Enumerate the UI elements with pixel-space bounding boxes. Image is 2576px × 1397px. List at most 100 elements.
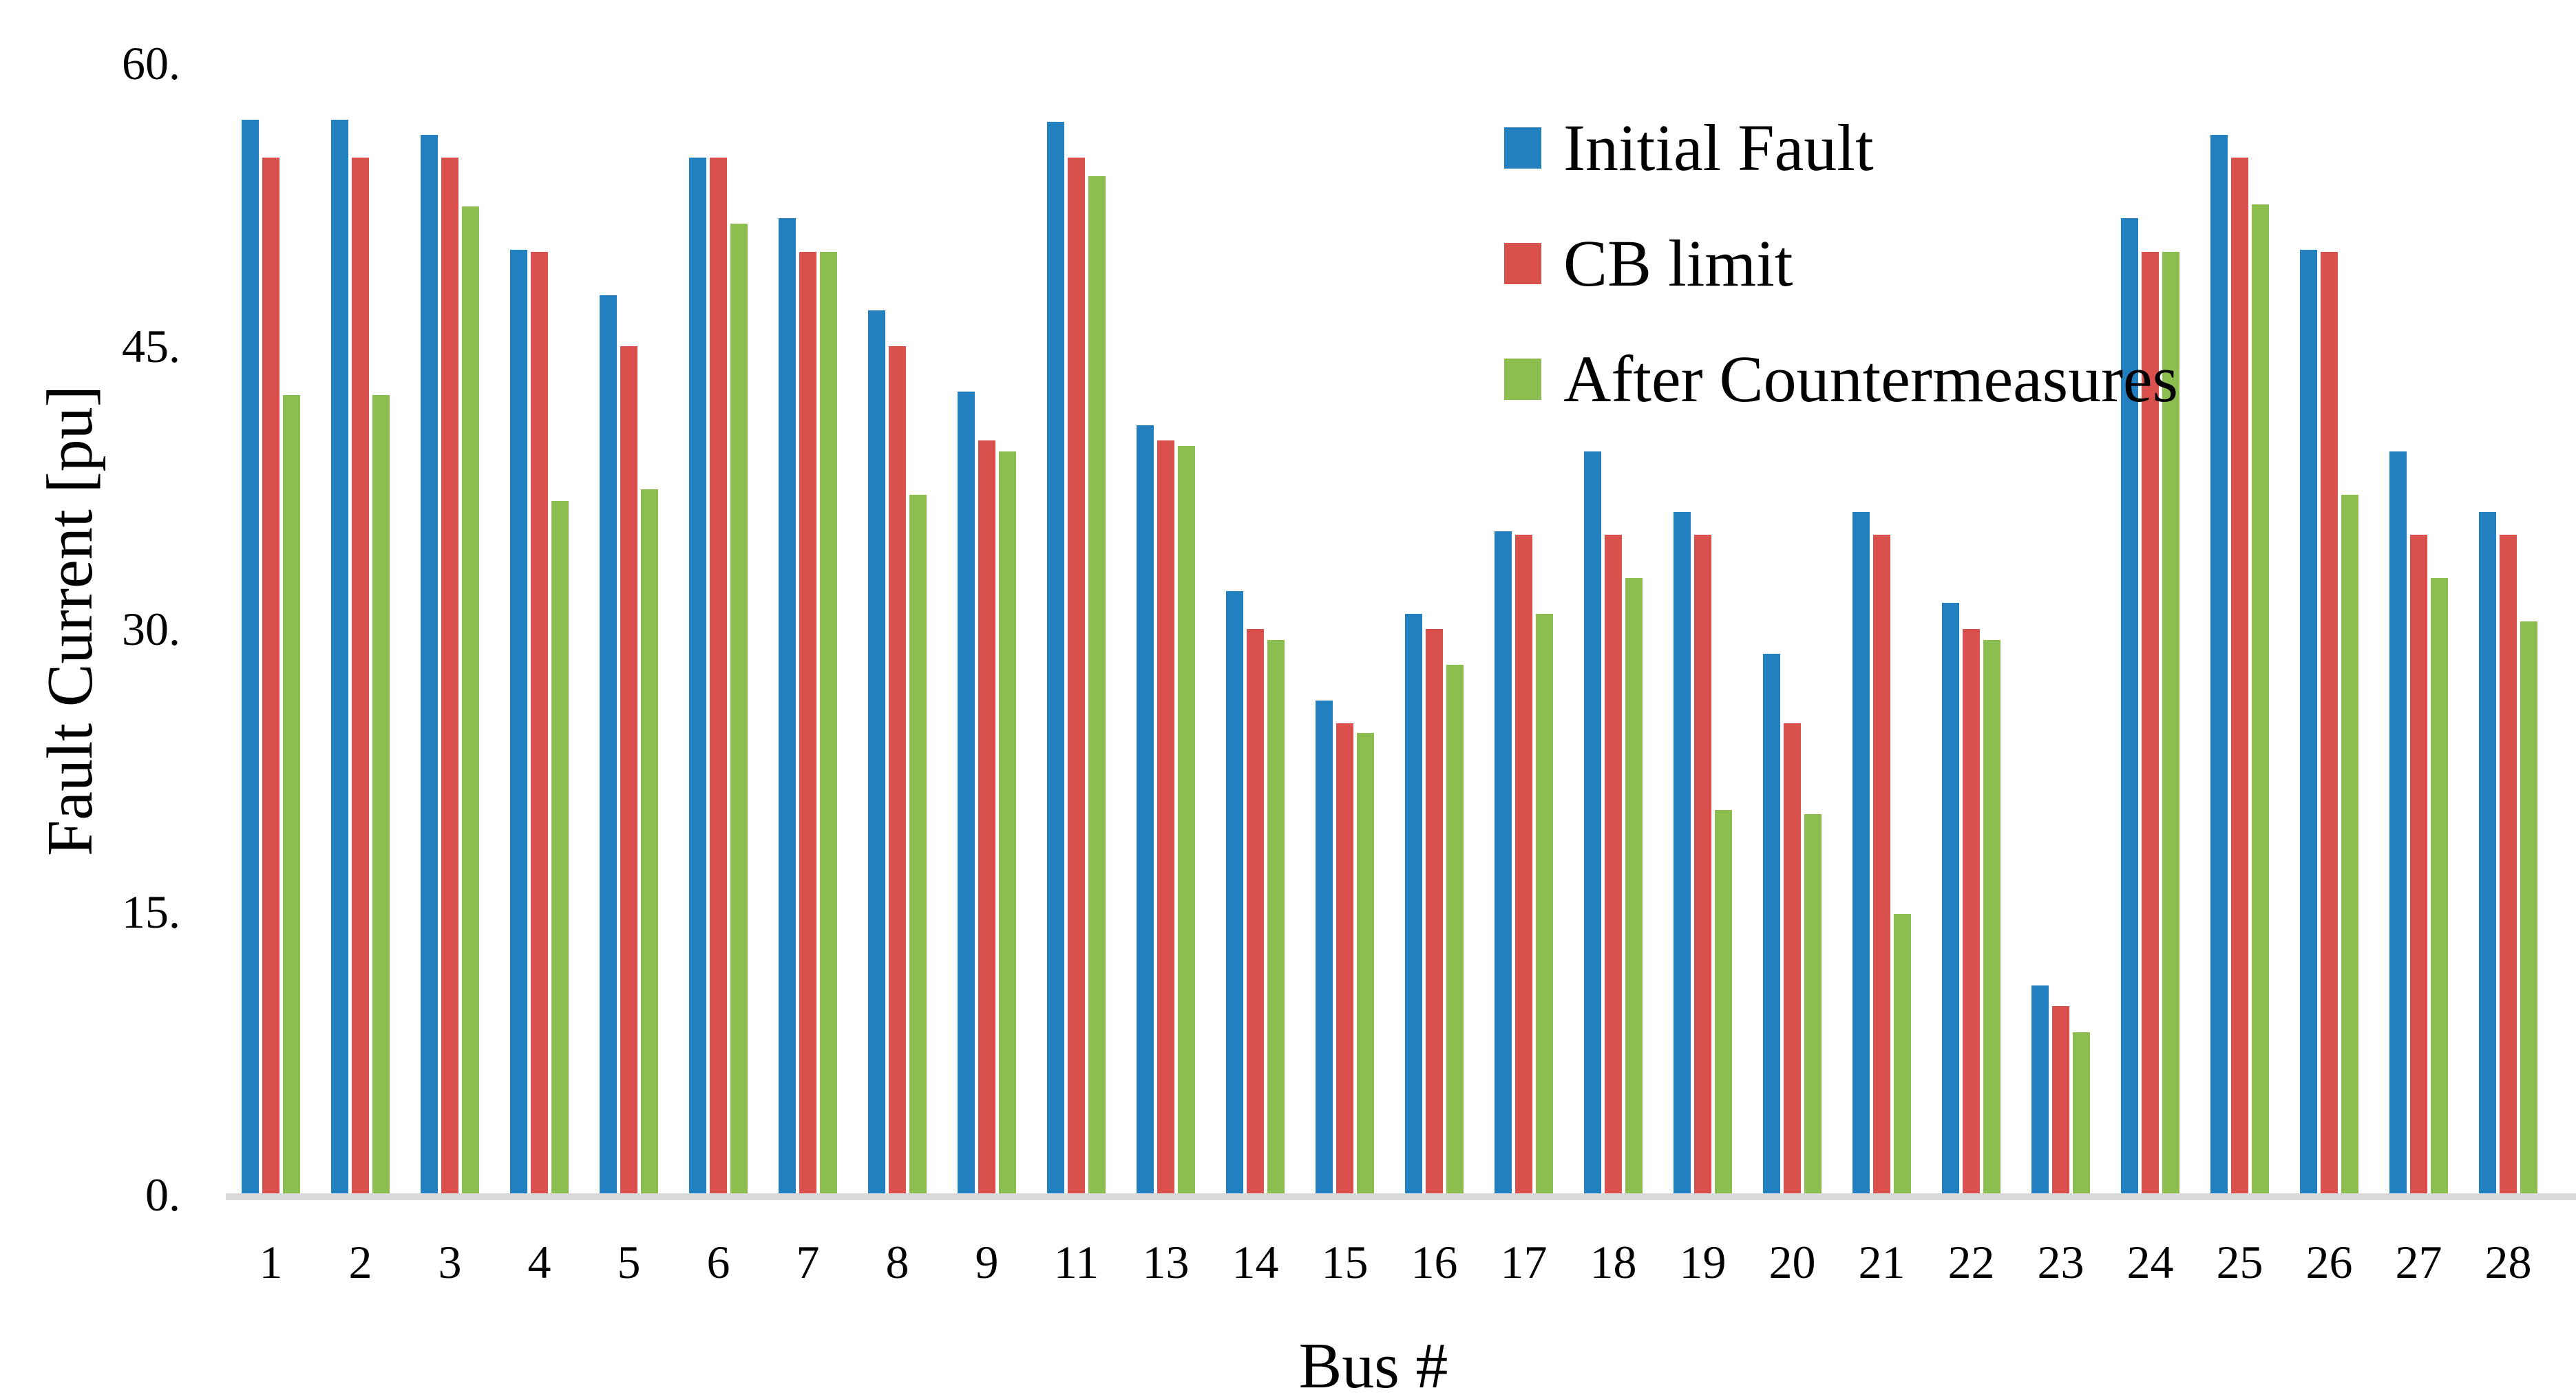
y-tick-label: 15. [122,886,180,938]
bar-after-countermeasures-bus-23 [2073,1032,2090,1195]
bar-cb-limit-bus-2 [352,158,369,1195]
bar-initial-fault-bus-17 [1495,531,1512,1195]
bar-initial-fault-bus-1 [242,120,259,1195]
bar-after-countermeasures-bus-4 [551,501,569,1195]
bar-cb-limit-bus-15 [1336,723,1353,1195]
x-tick-label: 3 [438,1236,462,1288]
bar-cb-limit-bus-22 [1963,629,1980,1195]
bar-cb-limit-bus-27 [2410,535,2427,1195]
bar-initial-fault-bus-19 [1674,512,1691,1195]
bar-after-countermeasures-bus-8 [909,495,927,1195]
bar-initial-fault-bus-22 [1942,603,1959,1195]
bar-cb-limit-bus-21 [1873,535,1890,1195]
bar-initial-fault-bus-2 [331,120,348,1195]
legend-swatch-icon [1504,127,1541,169]
bar-after-countermeasures-bus-6 [730,224,748,1195]
bar-initial-fault-bus-23 [2031,985,2049,1195]
bar-initial-fault-bus-27 [2389,451,2407,1195]
bar-initial-fault-bus-20 [1763,654,1780,1195]
bar-cb-limit-bus-18 [1605,535,1622,1195]
bar-after-countermeasures-bus-27 [2431,578,2448,1195]
bar-after-countermeasures-bus-18 [1625,578,1643,1195]
bar-after-countermeasures-bus-13 [1178,446,1195,1195]
x-tick-label: 1 [259,1236,283,1288]
x-tick-label: 27 [2395,1236,2442,1288]
x-axis-title: Bus # [1298,1330,1448,1397]
x-tick-label: 15 [1321,1236,1369,1288]
x-tick-label: 18 [1590,1236,1637,1288]
bar-after-countermeasures-bus-5 [641,489,658,1195]
y-tick-label: 0. [145,1169,180,1221]
x-tick-label: 4 [527,1236,551,1288]
bar-cb-limit-bus-20 [1784,723,1801,1195]
bar-initial-fault-bus-16 [1405,614,1422,1195]
bar-cb-limit-bus-16 [1426,629,1443,1195]
x-tick-label: 14 [1232,1236,1279,1288]
bar-cb-limit-bus-4 [531,252,548,1195]
x-tick-label: 28 [2484,1236,2532,1288]
legend-label: CB limit [1563,226,1793,300]
bar-initial-fault-bus-26 [2300,250,2317,1195]
bar-cb-limit-bus-23 [2052,1006,2069,1195]
bar-after-countermeasures-bus-20 [1804,814,1822,1195]
legend-item-after-countermeasures: After Countermeasures [1504,341,2178,417]
legend-swatch-icon [1504,359,1541,400]
bar-initial-fault-bus-3 [421,135,438,1195]
x-tick-label: 6 [706,1236,730,1288]
bar-after-countermeasures-bus-15 [1357,733,1374,1195]
y-tick-label: 30. [122,603,180,655]
bar-initial-fault-bus-15 [1316,701,1333,1195]
bar-initial-fault-bus-13 [1137,425,1154,1195]
bar-initial-fault-bus-7 [779,218,796,1195]
bar-initial-fault-bus-24 [2121,218,2138,1195]
x-tick-label: 19 [1679,1236,1727,1288]
x-tick-label: 9 [975,1236,999,1288]
x-tick-label: 17 [1500,1236,1548,1288]
x-tick-label: 13 [1142,1236,1190,1288]
x-tick-label: 2 [348,1236,372,1288]
x-tick-label: 26 [2305,1236,2353,1288]
bar-after-countermeasures-bus-7 [820,252,837,1195]
bar-initial-fault-bus-18 [1584,451,1601,1195]
bar-after-countermeasures-bus-11 [1088,176,1106,1195]
bar-initial-fault-bus-25 [2210,135,2228,1195]
legend-label: Initial Fault [1563,111,1874,184]
legend-item-initial-fault: Initial Fault [1504,110,2178,186]
bar-initial-fault-bus-8 [868,310,885,1195]
legend: Initial Fault CB limit After Countermeas… [1504,110,2178,457]
bar-initial-fault-bus-21 [1852,512,1870,1195]
x-tick-label: 5 [617,1236,641,1288]
bar-after-countermeasures-bus-19 [1715,810,1732,1195]
x-tick-label: 11 [1053,1236,1099,1288]
bar-cb-limit-bus-9 [978,440,995,1195]
bar-after-countermeasures-bus-25 [2252,204,2269,1195]
bar-initial-fault-bus-28 [2479,512,2496,1195]
legend-swatch-icon [1504,243,1541,284]
legend-item-cb-limit: CB limit [1504,226,2178,301]
bar-cb-limit-bus-13 [1157,440,1174,1195]
bar-initial-fault-bus-11 [1047,122,1064,1195]
x-tick-label: 22 [1947,1236,1995,1288]
bar-cb-limit-bus-5 [620,346,637,1195]
x-axis-line [226,1193,2576,1200]
bar-after-countermeasures-bus-17 [1536,614,1553,1195]
bar-cb-limit-bus-28 [2500,535,2517,1195]
x-tick-label: 16 [1411,1236,1458,1288]
bar-cb-limit-bus-14 [1247,629,1264,1195]
bar-initial-fault-bus-5 [600,295,617,1195]
x-tick-label: 23 [2037,1236,2084,1288]
bar-after-countermeasures-bus-21 [1894,914,1911,1195]
bar-initial-fault-bus-14 [1226,591,1243,1195]
bar-after-countermeasures-bus-26 [2341,495,2358,1195]
bar-after-countermeasures-bus-3 [462,206,479,1195]
bar-after-countermeasures-bus-1 [283,395,300,1195]
y-tick-label: 45. [122,320,180,372]
legend-label: After Countermeasures [1563,342,2179,416]
y-tick-label: 60. [122,37,180,89]
bar-after-countermeasures-bus-16 [1446,665,1464,1195]
bar-cb-limit-bus-8 [889,346,906,1195]
x-tick-label: 25 [2216,1236,2263,1288]
bar-after-countermeasures-bus-2 [372,395,390,1195]
bar-initial-fault-bus-6 [689,158,706,1195]
